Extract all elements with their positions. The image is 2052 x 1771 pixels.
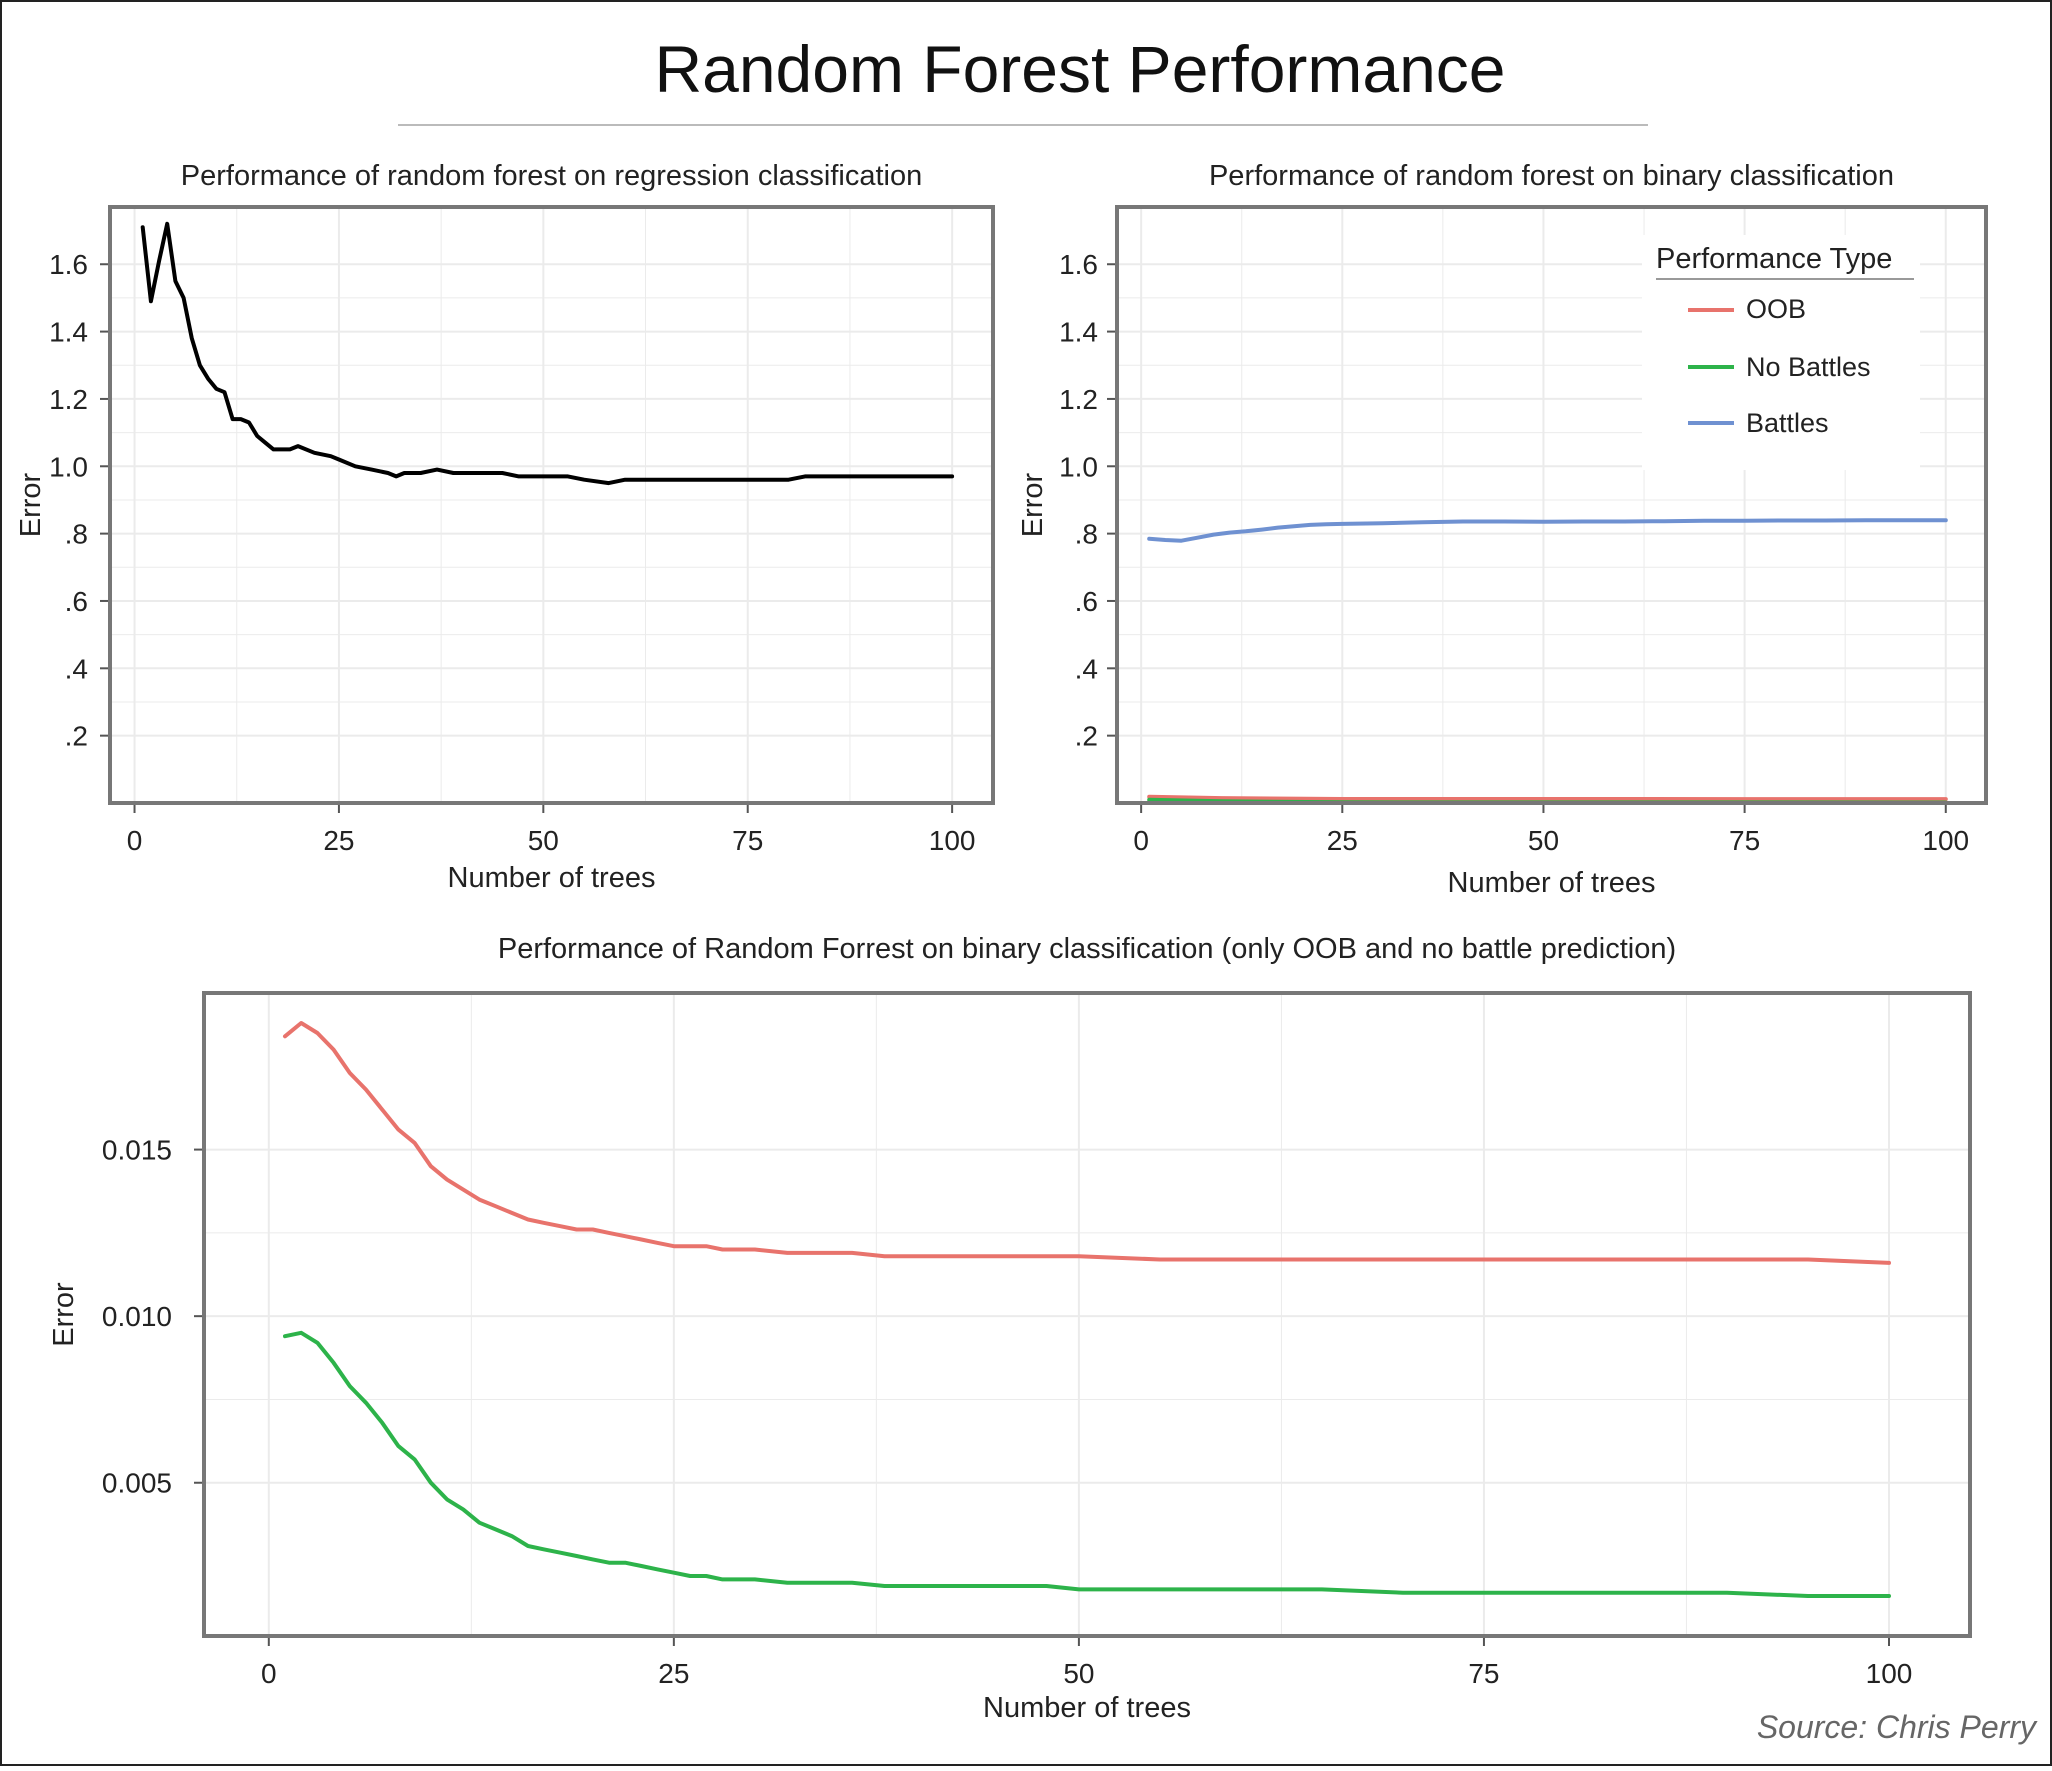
chart-title: Performance of random forest on regressi… <box>181 160 922 192</box>
page-title: Random Forest Performance <box>654 32 1505 106</box>
y-tick-label: 0.005 <box>102 1468 172 1499</box>
legend-label-oob: OOB <box>1746 294 1806 324</box>
y-tick-label: .8 <box>1075 519 1098 550</box>
chart-frame <box>202 991 1972 1638</box>
chart-frame <box>1115 205 1988 805</box>
chart-ticks: 0 25 50 75 100 .2 .4 .6 .8 1.0 1.2 1.4 1.6 <box>1059 249 1969 856</box>
source-credit: Source: Chris Perry <box>1757 1709 2038 1745</box>
y-tick-label: .4 <box>65 653 88 684</box>
legend-label-battles: Battles <box>1746 408 1829 438</box>
x-axis-label: Number of trees <box>448 862 656 894</box>
y-tick-label: .6 <box>1075 586 1098 617</box>
y-tick-label: 1.4 <box>49 317 88 348</box>
series-line-oob <box>1147 794 1948 802</box>
x-tick-label: 100 <box>929 825 976 856</box>
chart-ticks: 0 25 50 75 100 .2 .4 .6 .8 1.0 1.2 1.4 1.6 <box>49 249 975 856</box>
x-tick-label: 50 <box>1063 1658 1094 1689</box>
y-tick-label: 1.2 <box>49 384 88 415</box>
chart-title: Performance of random forest on binary c… <box>1209 160 1894 192</box>
series-line-battles <box>1147 518 1948 543</box>
x-tick-label: 0 <box>261 1658 277 1689</box>
y-tick-label: 1.0 <box>1059 451 1098 482</box>
x-tick-label: 50 <box>1528 825 1559 856</box>
y-tick-label: 1.4 <box>1059 317 1098 348</box>
chart-ticks: 0 25 50 75 100 0.005 0.010 0.015 <box>102 1135 1912 1689</box>
oob-nobattle-chart: 0 25 50 75 100 0.005 0.010 0.015 Performance of… <box>48 933 1972 1724</box>
chart-title: Performance of Random Forrest on binary … <box>498 933 1676 965</box>
x-tick-label: 75 <box>732 825 763 856</box>
x-tick-label: 25 <box>1327 825 1358 856</box>
regression-chart: 0 25 50 75 100 .2 .4 .6 .8 1.0 1.2 1.4 1.6 Performan… <box>15 160 995 894</box>
series-line-oob <box>283 1021 1891 1265</box>
y-tick-label: .2 <box>65 721 88 752</box>
legend-label-no-battles: No Battles <box>1746 352 1871 382</box>
legend-background <box>1642 235 1920 470</box>
legend: Performance Type OOB No Battles Battles <box>1642 235 1920 470</box>
binary-chart: 0 25 50 75 100 .2 .4 .6 .8 1.0 1.2 1.4 1.6 Performan… <box>1017 160 1988 899</box>
x-tick-label: 75 <box>1729 825 1760 856</box>
series-line-main <box>140 221 955 486</box>
y-tick-label: 1.2 <box>1059 384 1098 415</box>
x-axis-label: Number of trees <box>983 1692 1191 1724</box>
y-axis-label: Error <box>48 1282 80 1347</box>
y-tick-label: .2 <box>1075 721 1098 752</box>
legend-title: Performance Type <box>1656 243 1892 275</box>
x-tick-label: 50 <box>528 825 559 856</box>
x-tick-label: 0 <box>1133 825 1149 856</box>
x-tick-label: 0 <box>127 825 143 856</box>
y-tick-label: .6 <box>65 586 88 617</box>
x-tick-label: 100 <box>1866 1658 1913 1689</box>
x-axis-label: Number of trees <box>1448 867 1656 899</box>
x-tick-label: 25 <box>658 1658 689 1689</box>
y-axis-label: Error <box>15 472 47 537</box>
y-tick-label: 1.0 <box>49 451 88 482</box>
y-tick-label: 1.6 <box>49 249 88 280</box>
y-tick-label: .4 <box>1075 653 1098 684</box>
chart-series-group <box>283 1021 1891 1598</box>
series-line-no-battles <box>283 1330 1891 1598</box>
y-tick-label: 1.6 <box>1059 249 1098 280</box>
chart-grid <box>204 993 1970 1636</box>
x-tick-label: 75 <box>1468 1658 1499 1689</box>
y-tick-label: 0.010 <box>102 1301 172 1332</box>
y-axis-label: Error <box>1017 472 1049 537</box>
y-tick-label: 0.015 <box>102 1135 172 1166</box>
x-tick-label: 25 <box>323 825 354 856</box>
x-tick-label: 100 <box>1922 825 1969 856</box>
chart-frame <box>108 205 995 805</box>
y-tick-label: .8 <box>65 519 88 550</box>
chart-series-group <box>140 221 955 486</box>
